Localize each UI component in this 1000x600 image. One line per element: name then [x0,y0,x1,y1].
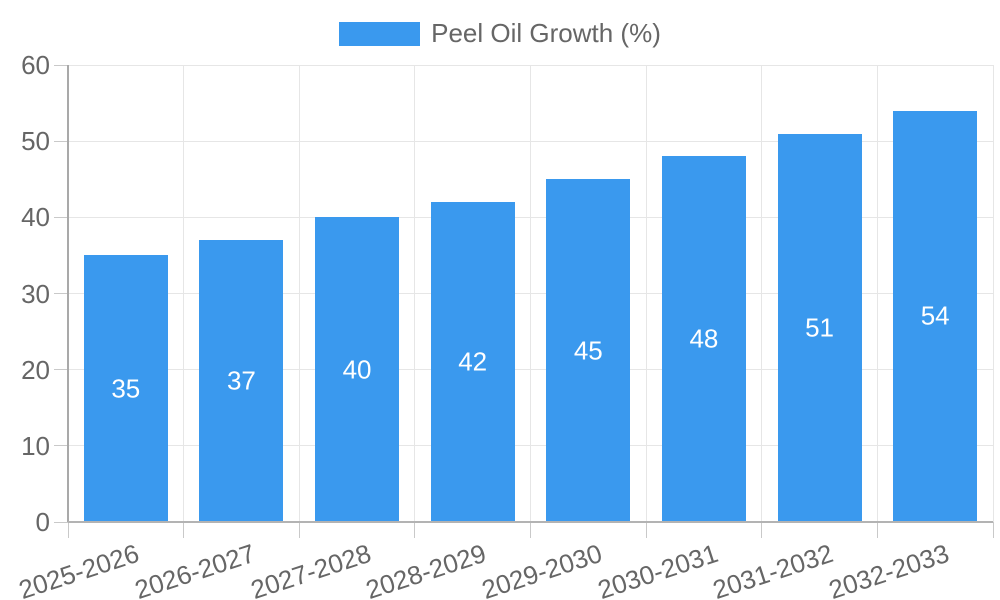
x-axis-tick-mark [183,522,185,538]
y-axis-tick-mark [54,216,68,218]
y-axis-tick-mark [54,369,68,371]
x-axis-tick-label: 2032-2033 [824,538,953,600]
gridline-vertical [298,65,300,522]
x-axis-tick-mark [992,522,994,538]
y-axis-tick-mark [54,140,68,142]
bar-value-label: 35 [111,373,141,404]
x-axis-tick-label: 2031-2032 [709,538,837,600]
x-axis-tick-mark [645,522,647,538]
bar-value-label: 42 [458,346,488,377]
y-axis-tick-label: 30 [21,278,50,309]
x-axis-line [68,521,993,523]
y-axis-tick-label: 20 [21,354,50,385]
bar[interactable]: 42 [430,202,515,522]
x-axis-tick-label: 2025-2026 [15,538,144,600]
x-axis-tick-label: 2029-2030 [478,538,606,600]
gridline-vertical [992,65,994,522]
x-axis-tick-label: 2026-2027 [131,538,259,600]
y-axis-tick-mark [54,293,68,294]
bar-value-label: 45 [573,335,603,366]
x-axis-tick-mark [761,522,763,538]
x-axis-tick-mark [530,522,531,538]
gridline-vertical [876,65,878,522]
y-axis-line [67,65,69,522]
legend-swatch-icon [339,21,421,46]
bar[interactable]: 45 [546,179,631,522]
bar[interactable]: 54 [893,110,978,522]
x-axis-tick-mark [67,522,69,538]
gridline-vertical [645,65,647,522]
gridline-vertical [414,65,416,522]
bar[interactable]: 40 [315,217,400,522]
x-axis-tick-mark [298,522,300,538]
x-axis-tick-mark [414,522,416,538]
gridline-vertical [761,65,763,522]
y-axis-tick-label: 50 [21,126,50,157]
y-axis-tick-label: 0 [35,507,50,537]
x-axis-tick-label: 2028-2029 [362,538,490,600]
bar[interactable]: 37 [199,240,284,522]
legend-label: Peel Oil Growth (%) [431,18,661,48]
gridline-vertical [183,65,185,522]
bar[interactable]: 51 [777,133,862,522]
y-axis-tick-label: 40 [21,202,50,233]
x-axis-tick-label: 2027-2028 [246,538,375,600]
legend[interactable]: Peel Oil Growth (%) [0,18,1000,49]
bar-value-label: 51 [805,312,835,343]
gridline-vertical [530,65,531,522]
y-axis-tick-mark [54,445,68,447]
bar-value-label: 48 [689,323,719,354]
bar-value-label: 37 [226,365,256,396]
y-axis-tick-mark [54,521,68,523]
y-axis-tick-mark [54,64,68,66]
x-axis-tick-mark [876,522,878,538]
bar-value-label: 54 [920,300,950,331]
bar[interactable]: 35 [83,255,168,522]
y-axis-tick-label: 60 [21,50,50,80]
bar[interactable]: 48 [661,156,746,522]
x-axis-tick-label: 2030-2031 [593,538,722,600]
y-axis-tick-label: 10 [21,430,50,461]
bar-value-label: 40 [342,354,372,385]
